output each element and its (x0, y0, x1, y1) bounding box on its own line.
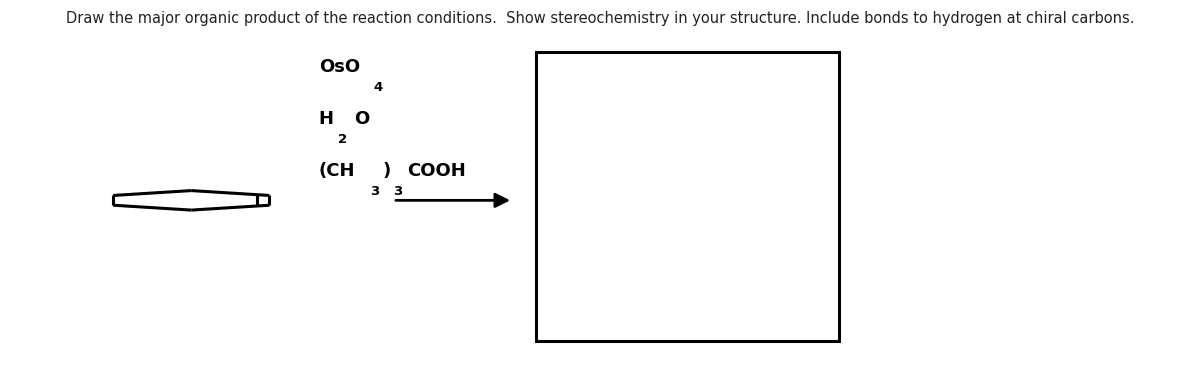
Text: (CH: (CH (319, 162, 355, 180)
Text: COOH: COOH (407, 162, 466, 180)
Text: 3: 3 (370, 184, 379, 198)
Bar (536, 52, 839, 341)
Text: OsO: OsO (319, 58, 360, 76)
Text: 4: 4 (374, 81, 383, 94)
Text: 3: 3 (394, 184, 402, 198)
Text: 2: 2 (338, 132, 347, 146)
Text: Draw the major organic product of the reaction conditions.  Show stereochemistry: Draw the major organic product of the re… (66, 11, 1134, 26)
Text: H: H (319, 110, 334, 128)
Text: ): ) (383, 162, 391, 180)
Text: O: O (354, 110, 368, 128)
